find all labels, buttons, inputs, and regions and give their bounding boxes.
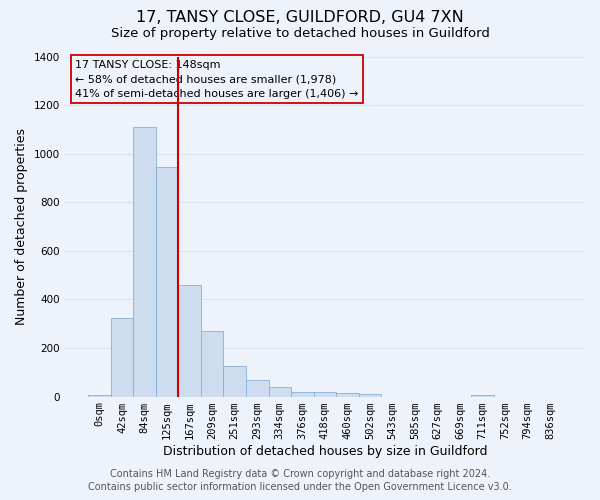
Bar: [201, 332, 223, 396]
Text: Contains HM Land Registry data © Crown copyright and database right 2024.
Contai: Contains HM Land Registry data © Crown c…: [88, 470, 512, 492]
Bar: [336, 393, 359, 396]
Text: 17, TANSY CLOSE, GUILDFORD, GU4 7XN: 17, TANSY CLOSE, GUILDFORD, GU4 7XN: [136, 10, 464, 25]
Text: Size of property relative to detached houses in Guildford: Size of property relative to detached ho…: [110, 28, 490, 40]
Bar: [133, 127, 156, 396]
Bar: [246, 380, 269, 396]
Bar: [359, 394, 381, 396]
Bar: [178, 285, 201, 397]
Y-axis label: Number of detached properties: Number of detached properties: [15, 128, 28, 325]
Bar: [291, 392, 314, 396]
X-axis label: Distribution of detached houses by size in Guildford: Distribution of detached houses by size …: [163, 444, 487, 458]
Text: 17 TANSY CLOSE: 148sqm
← 58% of detached houses are smaller (1,978)
41% of semi-: 17 TANSY CLOSE: 148sqm ← 58% of detached…: [75, 60, 358, 98]
Bar: [314, 392, 336, 396]
Bar: [156, 167, 178, 396]
Bar: [269, 388, 291, 396]
Bar: [111, 318, 133, 396]
Bar: [88, 394, 111, 396]
Bar: [223, 366, 246, 396]
